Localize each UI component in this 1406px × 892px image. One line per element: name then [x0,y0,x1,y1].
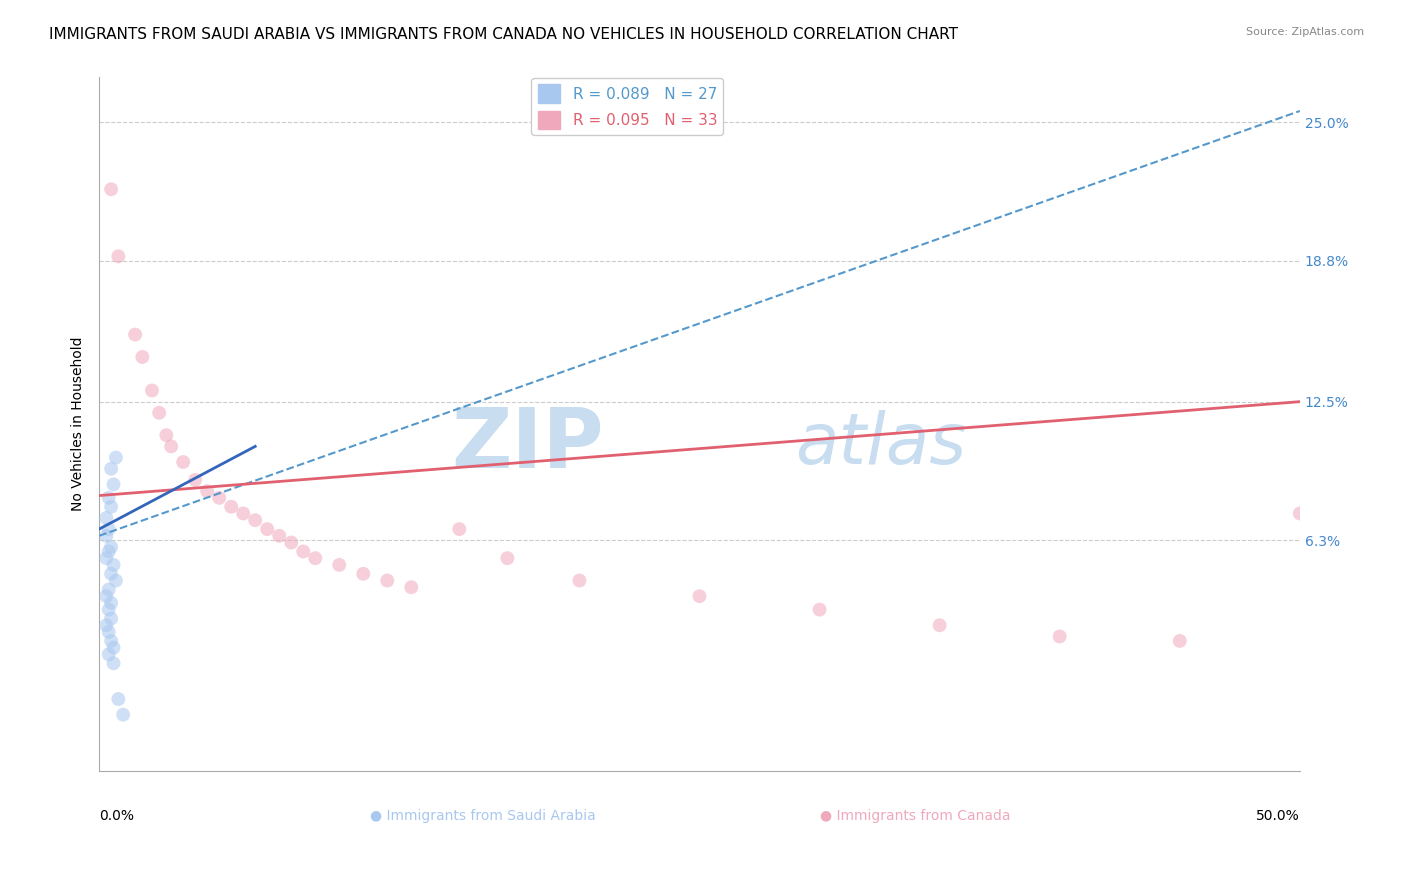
Point [208,491,231,505]
Point [97,602,120,616]
Point [97,624,120,639]
Point [352,566,374,581]
Point [104,450,127,465]
Point [160,439,183,453]
Point [100,461,122,475]
Legend: R = 0.089   N = 27, R = 0.095   N = 33: R = 0.089 N = 27, R = 0.095 N = 33 [531,78,724,136]
Text: Source: ZipAtlas.com: Source: ZipAtlas.com [1246,27,1364,37]
Point [112,707,135,722]
Point [97,491,120,505]
Point [96,529,118,543]
Point [100,566,122,581]
Point [96,551,118,566]
Point [304,551,326,566]
Point [808,602,831,616]
Point [100,611,122,625]
Text: atlas: atlas [796,410,967,479]
Point [1288,507,1310,521]
Point [100,634,122,648]
Point [928,618,950,632]
Point [100,540,122,554]
Point [97,522,120,536]
Point [103,558,125,572]
Point [172,455,194,469]
Point [103,477,125,491]
Point [100,596,122,610]
Point [219,500,242,514]
Point [328,558,350,572]
Point [124,327,146,342]
Point [96,511,118,525]
Point [195,484,218,499]
Point [292,544,315,558]
Point [184,473,207,487]
Text: ● Immigrants from Saudi Arabia: ● Immigrants from Saudi Arabia [370,809,596,823]
Point [141,384,163,398]
Point [1049,629,1071,643]
Point [107,249,129,263]
Point [568,574,591,588]
Point [104,574,127,588]
Point [96,589,118,603]
Text: 0.0%: 0.0% [100,809,134,823]
Point [688,589,710,603]
Point [280,535,302,549]
Point [103,657,125,671]
Point [131,350,153,364]
Point [148,406,170,420]
Point [97,582,120,597]
Text: ● Immigrants from Canada: ● Immigrants from Canada [820,809,1011,823]
Point [375,574,398,588]
Point [97,544,120,558]
Point [449,522,471,536]
Point [496,551,519,566]
Point [269,529,291,543]
Point [96,618,118,632]
Point [1168,634,1191,648]
Point [100,500,122,514]
Text: IMMIGRANTS FROM SAUDI ARABIA VS IMMIGRANTS FROM CANADA NO VEHICLES IN HOUSEHOLD : IMMIGRANTS FROM SAUDI ARABIA VS IMMIGRAN… [49,27,959,42]
Point [97,648,120,662]
Point [245,513,267,527]
Text: 50.0%: 50.0% [1256,809,1299,823]
Point [232,507,254,521]
Point [256,522,278,536]
Point [103,640,125,655]
Point [100,182,122,196]
Point [155,428,177,442]
Y-axis label: No Vehicles in Household: No Vehicles in Household [72,337,86,511]
Text: ZIP: ZIP [451,404,603,485]
Point [401,580,423,594]
Point [107,692,129,706]
